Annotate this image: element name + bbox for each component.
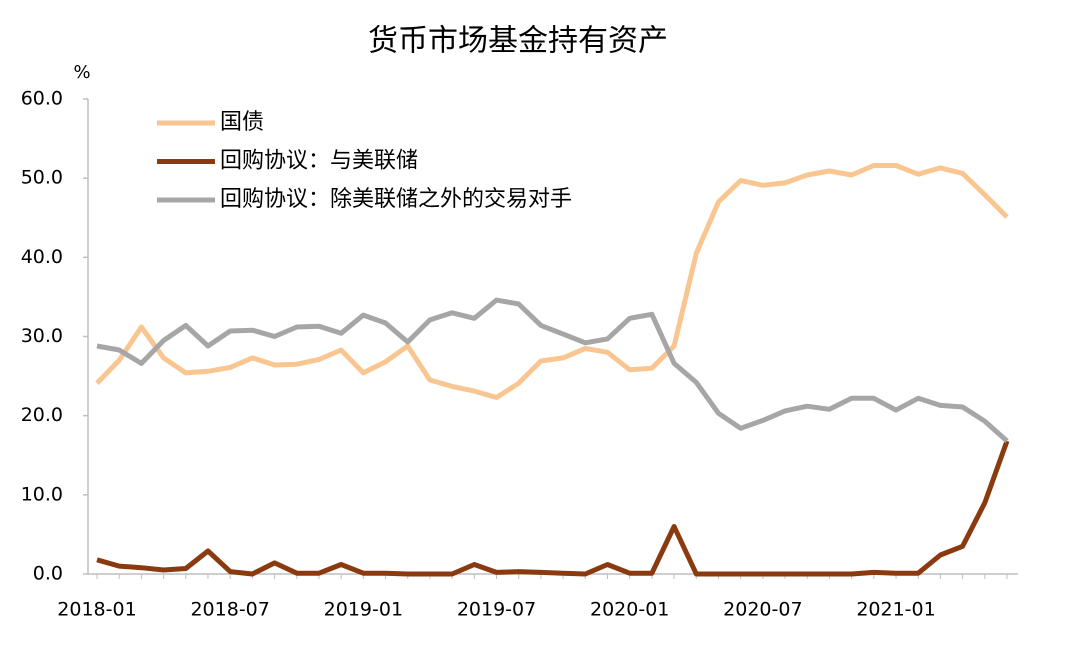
x-tick-label: 2020-07 [723,599,802,621]
x-tick-label: 2018-01 [57,599,136,621]
legend-label: 国债 [220,110,264,135]
y-tick-label: 50.0 [21,167,63,189]
line-series [95,163,1009,400]
y-tick-label: 0.0 [33,563,63,585]
x-tick-label: 2021-01 [856,599,935,621]
x-tick-label: 2019-07 [457,599,536,621]
y-unit: % [73,62,90,83]
x-tick-label: 2018-07 [190,599,269,621]
x-tick-label: 2019-01 [324,599,403,621]
y-tick-label: 10.0 [21,483,63,505]
y-tick-label: 60.0 [21,88,63,110]
y-tick-label: 20.0 [21,404,63,426]
legend-label: 回购协议：与美联储 [220,149,418,174]
line-series [96,297,1009,443]
line-series [96,440,1010,577]
y-tick-label: 40.0 [21,246,63,268]
y-tick-label: 30.0 [21,325,63,347]
chart-title: 货币市场基金持有资产 [368,24,668,59]
x-tick-label: 2020-01 [590,599,669,621]
legend-label: 回购协议：除美联储之外的交易对手 [220,187,572,212]
